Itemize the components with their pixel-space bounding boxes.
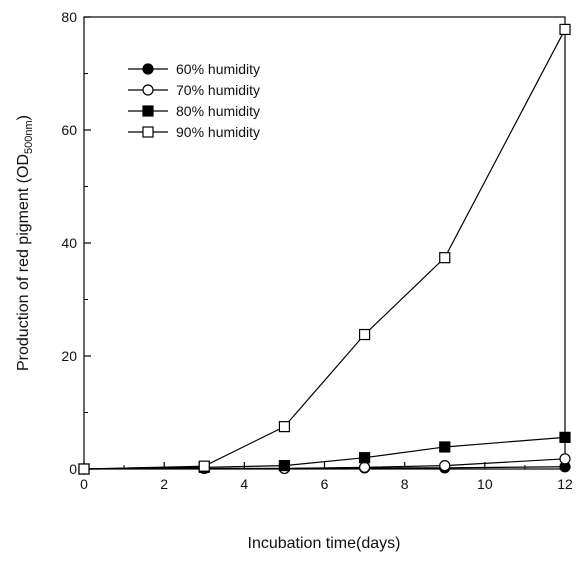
legend-marker [142, 63, 154, 75]
data-point-series-1 [559, 453, 571, 465]
y-axis-title-main: Production of red pigment (OD [15, 154, 32, 371]
legend-marker [142, 126, 154, 138]
y-tick-label: 0 [69, 461, 77, 477]
data-point-series-1 [439, 460, 451, 472]
data-point-series-2 [559, 431, 571, 443]
legend-label: 70% humidity [176, 82, 260, 98]
legend-label: 90% humidity [176, 124, 260, 140]
data-point-series-3 [78, 463, 90, 475]
series-markers [78, 23, 571, 475]
y-tick-label: 40 [61, 235, 77, 251]
data-point-series-2 [278, 460, 291, 472]
data-point-series-2 [358, 452, 371, 464]
data-point-series-3 [358, 328, 371, 341]
y-tick-label: 60 [61, 122, 77, 138]
series-line-3 [83, 29, 566, 470]
y-axis-title-close: ) [15, 115, 32, 120]
legend-marker [142, 84, 154, 96]
y-tick-label: 20 [61, 348, 77, 364]
data-point-series-3 [278, 421, 291, 433]
x-tick-label: 10 [477, 476, 493, 492]
data-point-series-3 [439, 252, 451, 264]
x-axis-title: Incubation time(days) [248, 535, 401, 552]
series-lines [83, 29, 566, 470]
y-axis-title: Production of red pigment (OD500nm) [15, 115, 35, 371]
y-axis-title-subscript: 500nm [23, 120, 35, 154]
legend-label: 60% humidity [176, 61, 260, 77]
series-line-1 [83, 458, 566, 470]
x-tick-label: 6 [321, 476, 329, 492]
axis-ticks: 0 2 4 6 8 10 12 0 20 40 60 80 [61, 9, 573, 492]
data-point-series-3 [559, 23, 571, 36]
plot-frame [83, 16, 566, 470]
legend-marker [142, 105, 154, 117]
x-tick-label: 4 [240, 476, 248, 492]
x-tick-label: 2 [160, 476, 168, 492]
series-line-2 [83, 436, 566, 470]
x-tick-label: 0 [80, 476, 88, 492]
x-tick-label: 8 [401, 476, 409, 492]
y-tick-label: 80 [61, 9, 77, 25]
data-point-series-3 [198, 460, 210, 472]
legend: 60% humidity 70% humidity 80% humidity 90% … [128, 61, 260, 140]
data-point-series-1 [358, 461, 371, 473]
x-tick-label: 12 [557, 476, 573, 492]
data-point-series-2 [439, 441, 451, 453]
legend-label: 80% humidity [176, 103, 260, 119]
